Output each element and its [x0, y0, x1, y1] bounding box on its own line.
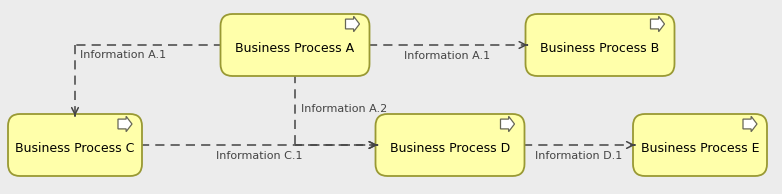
Text: Information A.1: Information A.1 [80, 50, 166, 60]
Polygon shape [743, 116, 757, 132]
Text: Business Process E: Business Process E [640, 141, 759, 154]
Text: Business Process D: Business Process D [390, 141, 510, 154]
Text: Information A.2: Information A.2 [301, 105, 387, 114]
Text: Information A.1: Information A.1 [404, 51, 490, 61]
Text: Business Process B: Business Process B [540, 42, 660, 55]
Polygon shape [500, 116, 515, 132]
Text: Business Process A: Business Process A [235, 42, 354, 55]
Text: Information D.1: Information D.1 [535, 151, 622, 161]
Polygon shape [118, 116, 132, 132]
Text: Information C.1: Information C.1 [216, 151, 302, 161]
Polygon shape [651, 16, 665, 32]
FancyBboxPatch shape [8, 114, 142, 176]
FancyBboxPatch shape [633, 114, 767, 176]
Text: Business Process C: Business Process C [16, 141, 135, 154]
FancyBboxPatch shape [526, 14, 675, 76]
FancyBboxPatch shape [375, 114, 525, 176]
FancyBboxPatch shape [221, 14, 370, 76]
Polygon shape [346, 16, 360, 32]
